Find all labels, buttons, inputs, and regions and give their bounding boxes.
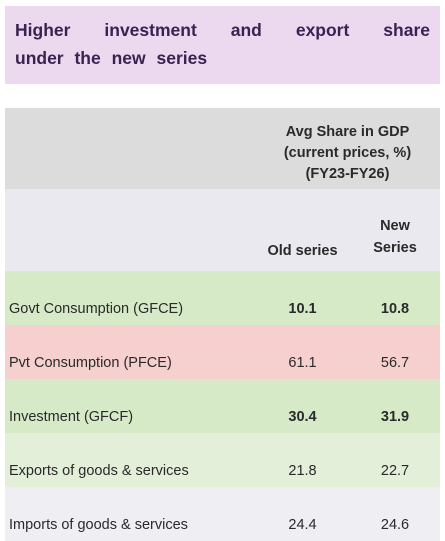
value-cell: 31.9: [350, 379, 440, 433]
table-row: Pvt Consumption (PFCE) 61.1 56.7: [5, 325, 440, 379]
header-cell: [5, 189, 255, 271]
header-span: Avg Share in GDP (current prices, %) (FY…: [255, 108, 440, 189]
row-label: Govt Consumption (GFCE): [5, 271, 255, 325]
value-cell: 61.1: [255, 325, 350, 379]
column-header: Old series: [255, 189, 350, 271]
value-cell: 10.1: [255, 271, 350, 325]
table-row: Govt Consumption (GFCE) 10.1 10.8: [5, 271, 440, 325]
page: Higher investment and export share under…: [5, 6, 440, 541]
value-cell: 24.6: [350, 487, 440, 541]
header-cell: [5, 108, 255, 189]
table-row: Imports of goods & services 24.4 24.6: [5, 487, 440, 541]
header-row: Avg Share in GDP (current prices, %) (FY…: [5, 108, 440, 189]
title-line: under the new series: [15, 48, 208, 68]
value-cell: 24.4: [255, 487, 350, 541]
header-row: Old series New Series: [5, 189, 440, 271]
header-line: Avg Share in GDP: [285, 124, 410, 140]
table-row: Investment (GFCF) 30.4 31.9: [5, 379, 440, 433]
table-row: Exports of goods & services 21.8 22.7: [5, 433, 440, 487]
title-box: Higher investment and export share under…: [5, 6, 440, 84]
header-line: Series: [373, 240, 417, 256]
header-line: (FY23-FY26): [305, 166, 390, 182]
title-line: Higher investment and export share: [15, 20, 430, 40]
row-label: Exports of goods & services: [5, 433, 255, 487]
value-cell: 21.8: [255, 433, 350, 487]
value-cell: 30.4: [255, 379, 350, 433]
header-line: New: [380, 218, 410, 234]
row-label: Pvt Consumption (PFCE): [5, 325, 255, 379]
data-table: Avg Share in GDP (current prices, %) (FY…: [5, 108, 440, 541]
row-label: Investment (GFCF): [5, 379, 255, 433]
value-cell: 10.8: [350, 271, 440, 325]
value-cell: 22.7: [350, 433, 440, 487]
column-header: New Series: [350, 189, 440, 271]
row-label: Imports of goods & services: [5, 487, 255, 541]
value-cell: 56.7: [350, 325, 440, 379]
header-line: (current prices, %): [283, 145, 412, 161]
